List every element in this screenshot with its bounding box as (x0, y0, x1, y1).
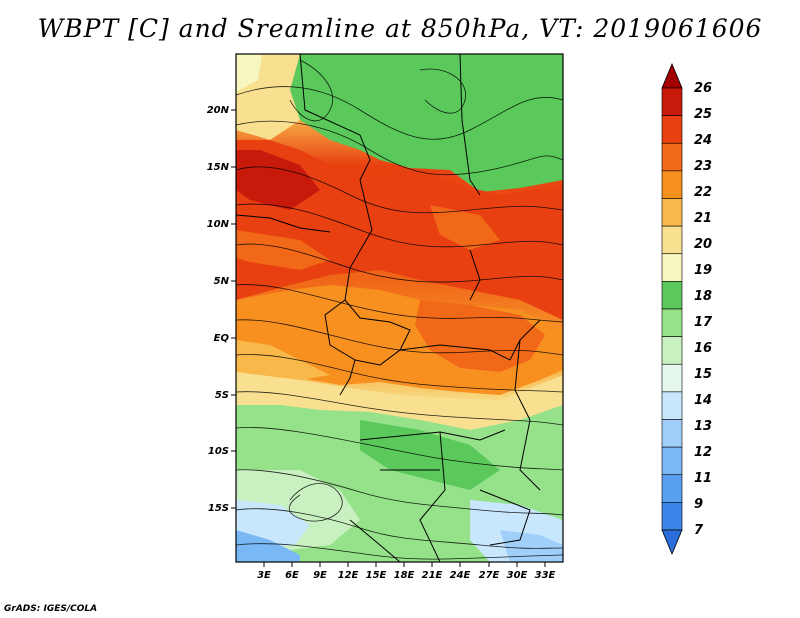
colorbar-label: 18 (694, 289, 712, 304)
lon-label: 9E (313, 570, 327, 581)
colorbar-cell (661, 225, 683, 255)
colorbar-label: 11 (694, 471, 712, 486)
colorbar-label: 17 (694, 315, 713, 330)
lat-label: 5S (215, 390, 229, 401)
lon-label: 12E (338, 570, 359, 581)
lat-label: 5N (214, 276, 230, 287)
lon-label: 15E (366, 570, 387, 581)
colorbar-label: 25 (694, 107, 712, 122)
lon-label: 33E (535, 570, 556, 581)
longitude-axis: 3E 6E 9E 12E 15E 18E 21E 24E 27E 30E 33E (257, 562, 556, 581)
colorbar-top-arrow (661, 62, 683, 89)
colorbar-cell (661, 170, 683, 199)
map-title: WBPT [C] and Sreamline at 850hPa, VT: 20… (37, 14, 763, 43)
colorbar-bottom-arrow (661, 529, 683, 556)
lon-label: 21E (422, 570, 443, 581)
grads-credit: GrADS: IGES/COLA (4, 604, 98, 614)
lat-label: EQ (214, 333, 230, 344)
colorbar-cell (661, 115, 683, 144)
colorbar-cell (661, 363, 683, 393)
colorbar-label: 22 (694, 185, 712, 200)
colorbar-cell (661, 87, 683, 116)
colorbar-label: 12 (694, 445, 712, 460)
colorbar-label: 23 (694, 159, 712, 174)
colorbar-label: 20 (694, 237, 712, 252)
map-frame (235, 53, 564, 563)
colorbar-cell (661, 474, 683, 503)
colorbar-label: 7 (694, 523, 704, 538)
colorbar-cell (661, 253, 683, 282)
colorbar-label: 15 (694, 367, 712, 382)
latitude-axis: 20N 15N 10N 5N EQ 5S 10S 15S (207, 105, 236, 514)
colorbar-label: 16 (694, 341, 712, 356)
lat-label: 20N (207, 105, 230, 116)
lon-label: 3E (257, 570, 271, 581)
colorbar-label: 24 (694, 133, 712, 148)
colorbar-label: 14 (694, 393, 712, 408)
colorbar-label: 9 (694, 497, 703, 512)
country-borders (236, 54, 541, 562)
colorbar-cell (661, 308, 683, 337)
colorbar-cell (661, 502, 683, 531)
wbpt-field (236, 54, 563, 562)
colorbar-cell (661, 391, 683, 420)
colorbar-cell (661, 142, 683, 172)
colorbar-cell (661, 419, 683, 448)
colorbar-cell (661, 336, 683, 365)
lon-label: 24E (450, 570, 471, 581)
lat-label: 15S (208, 503, 229, 514)
colorbar: 26 25 24 23 22 21 20 19 18 17 16 15 14 13 12 11 9 7 (661, 62, 713, 556)
lon-label: 6E (285, 570, 299, 581)
colorbar-cell (661, 446, 683, 476)
lon-label: 18E (394, 570, 415, 581)
lon-label: 30E (507, 570, 528, 581)
colorbar-label: 21 (694, 211, 712, 226)
colorbar-label: 13 (694, 419, 712, 434)
lat-label: 10S (208, 446, 229, 457)
colorbar-cell (661, 198, 683, 227)
lat-label: 15N (207, 162, 230, 173)
lat-label: 10N (207, 219, 230, 230)
lon-label: 27E (479, 570, 500, 581)
colorbar-label: 26 (694, 81, 712, 96)
colorbar-label: 19 (694, 263, 712, 278)
colorbar-cell (661, 281, 683, 310)
